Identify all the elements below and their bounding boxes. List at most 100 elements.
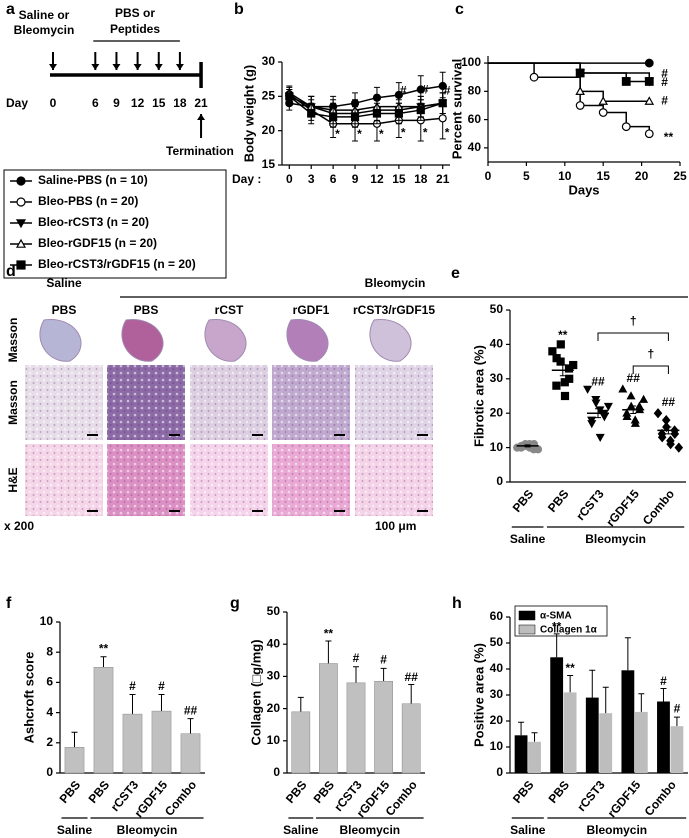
error-bar [325, 640, 332, 664]
data-point [587, 420, 597, 429]
y-tick-label: 40 [468, 140, 482, 154]
y-tick-label: 8 [46, 644, 53, 658]
bar [621, 670, 635, 773]
y-tick-label: 20 [490, 713, 504, 727]
annotation: * [379, 127, 384, 141]
histology-texture [190, 444, 268, 516]
arrow-head [112, 64, 121, 70]
timeline-day: 12 [131, 96, 145, 110]
x-tick-label: Combo [640, 487, 677, 528]
timeline-end-label: Termination [166, 144, 234, 158]
error-bar [673, 716, 680, 727]
y-tick-label: 30 [490, 687, 504, 701]
error-bar [624, 637, 631, 671]
x-tick-label: rGDF15 [603, 487, 642, 529]
annotation: * [445, 126, 450, 140]
legend-box [3, 169, 227, 279]
bar [599, 713, 613, 773]
x-tick-label: rCST3 [573, 487, 607, 523]
group-label: Bleomycin [339, 823, 400, 837]
y-tick-label: 30 [267, 669, 281, 683]
panel-label: f [6, 595, 12, 612]
x-tick-label: 10 [558, 169, 572, 183]
annotation: * [335, 127, 340, 141]
group-label: Saline [510, 532, 546, 546]
data-point [575, 86, 585, 95]
x-tick-label: rGDF15 [605, 778, 644, 820]
error-bar [567, 675, 574, 693]
legend-box [514, 605, 608, 637]
legend-label: Saline-PBS (n = 10) [38, 173, 148, 187]
data-point [644, 96, 655, 105]
x-tick-label: 15 [597, 169, 611, 183]
legend-label: Bleo-PBS (n = 20) [38, 194, 138, 208]
annotation: ** [324, 627, 334, 641]
error-bar [380, 667, 387, 682]
arrow-head [49, 64, 57, 70]
x-tick-label: 6 [330, 172, 337, 186]
annotation: # [674, 701, 681, 715]
x-tick-label: 20 [635, 169, 649, 183]
data-point [644, 129, 654, 139]
annotation: † [647, 347, 654, 361]
panel-label: e [451, 265, 460, 282]
data-point [591, 399, 601, 408]
error-bar [71, 731, 78, 748]
panel-label: a [6, 1, 15, 18]
x-tick-label: PBS [510, 487, 537, 515]
x-tick-label: 15 [392, 172, 406, 186]
data-point [307, 109, 316, 118]
annotation: # [661, 67, 668, 81]
group-label: Saline [283, 823, 319, 837]
timeline-day: 6 [92, 96, 99, 110]
lung-section [286, 319, 329, 362]
histology-column: rCST3/rGDF15 [353, 303, 435, 317]
annotation: ## [184, 703, 198, 717]
error-bar [158, 693, 165, 712]
annotation: # [661, 75, 668, 89]
error-bar [531, 732, 538, 742]
data-point [569, 360, 578, 370]
y-tick-label: 20 [262, 123, 276, 137]
data-point [670, 428, 680, 439]
histology-column: rGDF1 [293, 303, 330, 317]
annotation: ## [662, 395, 676, 409]
error-bar [524, 444, 531, 448]
legend-label: Bleo-rGDF15 (n = 20) [38, 236, 157, 250]
annotation: ## [627, 371, 641, 385]
arrow-head [175, 64, 184, 70]
y-tick-label: 50 [490, 302, 504, 316]
data-point [674, 442, 684, 453]
histology-header: PBS [52, 303, 77, 317]
y-tick-label: 10 [490, 739, 504, 753]
histology-texture [272, 365, 350, 440]
bar [514, 735, 528, 773]
x-tick-label: PBS [545, 487, 572, 515]
annotation: # [129, 679, 136, 693]
magnification: x 200 [4, 519, 34, 533]
timeline-day: 9 [113, 96, 120, 110]
legend-marker [16, 176, 26, 186]
group-label: Saline [510, 823, 546, 837]
bar [670, 726, 684, 773]
annotation: # [353, 651, 360, 665]
y-tick-label: 40 [267, 636, 281, 650]
y-tick-label: 0 [46, 765, 53, 779]
y-tick-label: 0 [496, 474, 503, 488]
y-tick-label: 60 [490, 609, 504, 623]
bracket [597, 332, 669, 341]
y-tick-label: 50 [267, 604, 281, 618]
histology-texture [355, 365, 433, 440]
x-tick-label: rCST3 [574, 778, 608, 814]
lung-section [369, 319, 412, 362]
annotation: * [423, 126, 428, 140]
arrow-head [197, 114, 206, 120]
histology-texture [107, 365, 185, 440]
bar [93, 667, 114, 774]
bar [563, 692, 577, 773]
y-axis-label: Body weight (g) [241, 65, 256, 163]
y-axis-label: Percent survival [449, 59, 464, 159]
timeline-treatment-label: Peptides [110, 22, 160, 36]
bar [180, 733, 201, 774]
y-tick-label: 0 [496, 765, 503, 779]
